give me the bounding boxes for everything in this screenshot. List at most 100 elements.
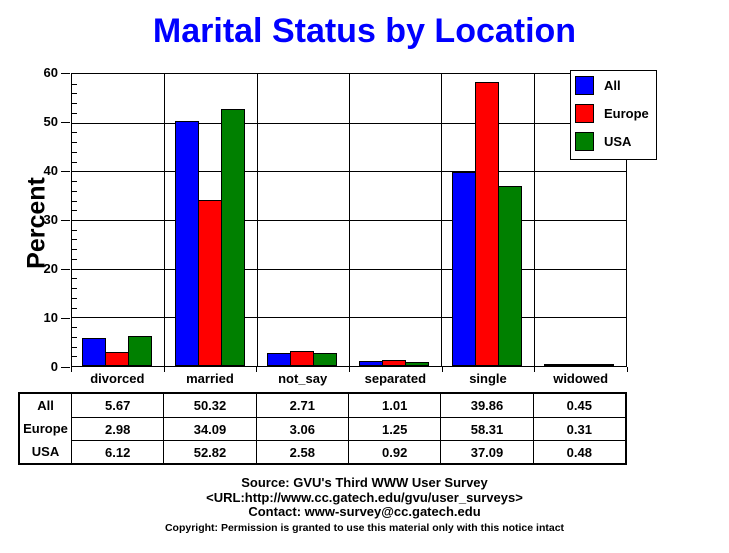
x-tick [534,367,536,372]
y-minor-tick [72,229,77,231]
bar [405,361,430,366]
gridline-vertical [441,74,443,366]
legend-swatch-europe [575,104,594,123]
y-minor-tick [72,151,77,153]
y-minor-tick [72,142,77,144]
x-category-label: separated [364,371,427,386]
legend-label: Europe [604,106,649,121]
gridline-vertical [256,74,258,366]
y-minor-tick [72,346,77,348]
y-minor-tick [72,210,77,212]
table-cell: 2.98 [71,417,164,440]
legend-item: Europe [575,104,656,123]
legend-item: USA [575,132,656,151]
table-cell: 0.48 [532,440,625,463]
plot-area [71,73,627,367]
y-minor-tick [72,356,77,358]
table-cell: 1.01 [348,394,440,417]
y-tick-label: 0 [50,359,58,374]
y-minor-tick [72,249,77,251]
y-tick-label: 60 [43,65,58,80]
x-category-label: divorced [90,371,145,386]
y-minor-tick [72,278,77,280]
footer: Source: GVU's Third WWW User Survey <URL… [0,475,729,535]
footer-url: <URL:http://www.cc.gatech.edu/gvu/user_s… [206,489,523,505]
bar [589,363,614,366]
x-category-label: married [186,371,234,386]
table-cell: 0.45 [532,394,625,417]
bar [312,353,337,366]
bar [497,185,522,366]
footer-contact: Contact: www-survey@cc.gatech.edu [248,504,481,519]
table-cell: 37.09 [440,440,533,463]
table-cell: 39.86 [440,394,532,417]
bar [359,361,384,366]
y-minor-tick [72,161,77,163]
y-minor-tick [72,83,77,85]
footer-source: Source: GVU's Third WWW User Survey [241,475,488,490]
table-cell: 5.67 [71,394,163,417]
x-category-label: widowed [553,371,609,386]
y-major-tick [61,171,70,172]
table-row-label: USA [31,444,60,459]
bar [266,352,291,366]
y-minor-tick [72,132,77,134]
y-minor-tick [72,200,77,202]
legend-swatch-all [575,76,594,95]
x-tick [627,367,628,372]
gridline-vertical [349,74,350,366]
x-tick [71,367,72,372]
table-cell: 1.25 [348,417,441,440]
y-minor-tick [72,336,77,338]
x-category-label: single [469,371,507,386]
y-tick-label: 10 [43,310,58,325]
y-major-tick [61,220,70,221]
table-cell: 2.71 [255,394,348,417]
y-major-tick [61,367,70,368]
table-cell: 0.31 [532,417,625,440]
table-cell: 6.12 [71,440,164,463]
bar [451,172,476,366]
footer-copyright: Copyright: Permission is granted to use … [164,521,565,534]
chart-title: Marital Status by Location [152,12,577,50]
y-minor-tick [72,327,77,329]
legend: All Europe USA [570,70,657,160]
y-tick-label: 20 [43,261,58,276]
legend-item: All [575,76,656,95]
gridline-vertical [164,74,166,366]
y-tick-label: 30 [43,212,58,227]
x-tick [441,367,443,372]
bar [197,200,222,366]
table-cell: 58.31 [440,417,533,440]
y-minor-tick [72,112,77,114]
bar [382,359,407,366]
y-minor-tick [72,239,77,241]
table-row-label: Europe [23,421,68,436]
bar [174,121,199,366]
bar [474,82,499,366]
y-minor-tick [72,307,77,309]
bar [128,336,153,366]
table-row-label: All [37,398,54,413]
y-major-tick [61,318,70,319]
y-major-tick [61,269,70,270]
y-minor-tick [72,258,77,260]
bar [82,338,107,366]
bar [289,351,314,366]
table-cell: 52.82 [163,440,256,463]
y-minor-tick [72,181,77,183]
data-table: All 5.67 50.32 2.71 1.01 39.86 0.45 Europe 2.98 3… [18,392,627,465]
table-cell: 34.09 [163,417,256,440]
y-major-tick [61,73,70,74]
legend-label: All [604,78,621,93]
x-tick [256,367,258,372]
gridline-vertical [533,74,535,366]
x-category-label: not_say [278,371,328,386]
table-cell: 3.06 [255,417,348,440]
y-minor-tick [72,93,77,95]
y-minor-tick [72,297,77,299]
bar [105,351,130,366]
y-minor-tick [72,288,77,290]
bar [543,363,568,366]
